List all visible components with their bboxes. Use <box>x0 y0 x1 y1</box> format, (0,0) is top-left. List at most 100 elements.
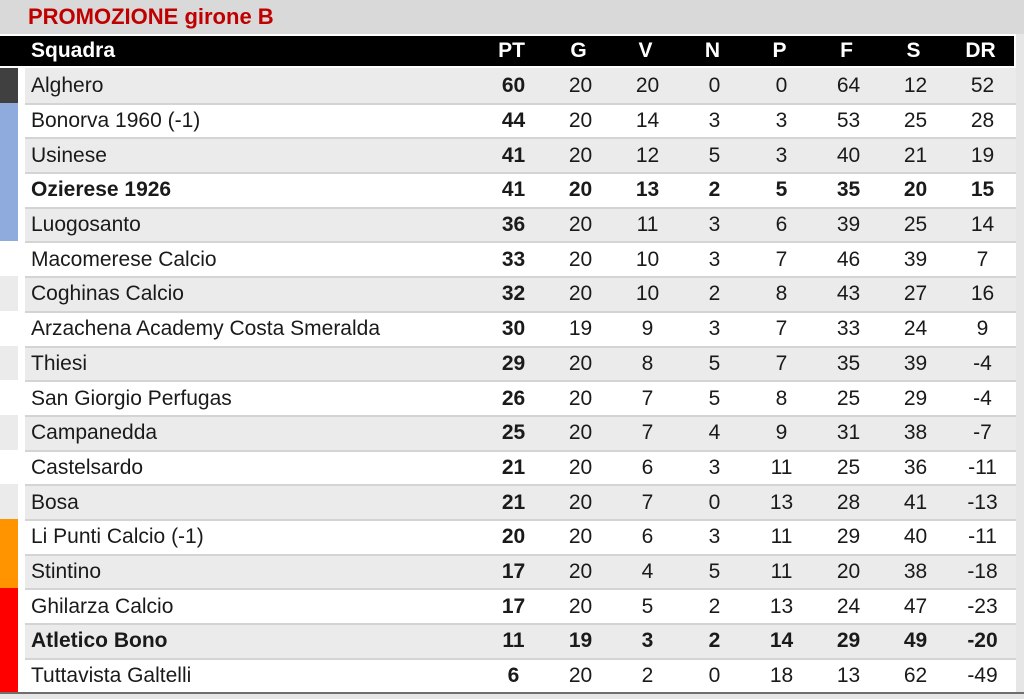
stat-dr: -49 <box>949 657 1016 693</box>
table-header-row: Squadra PT G V N P F S DR <box>0 34 1016 68</box>
zone-strip-red <box>0 657 18 693</box>
stat-dr: 16 <box>949 276 1016 311</box>
zone-strip-none <box>0 450 18 485</box>
team-name: San Giorgio Perfugas <box>25 380 480 415</box>
stat-v: 7 <box>614 380 681 415</box>
stat-v: 4 <box>614 553 681 589</box>
stat-g: 20 <box>568 74 593 98</box>
standings-table-body: Alghero 60 20 20 0 0 64 12 52 Bonorva 1960 (-1) 44… <box>0 68 1016 693</box>
stat-n: 3 <box>681 206 748 242</box>
stat-dr: -11 <box>949 518 1016 554</box>
team-name: Stintino <box>25 553 480 589</box>
zone-strip-orange <box>0 553 18 589</box>
stat-n: 3 <box>681 310 748 346</box>
team-name: Arzachena Academy Costa Smeralda <box>25 310 480 346</box>
table-row: San Giorgio Perfugas 26 20 7 5 8 25 29 -4 <box>0 380 1016 415</box>
strip-gap <box>18 102 25 138</box>
stat-v: 20 <box>635 74 660 98</box>
table-row: Macomerese Calcio 33 20 10 3 7 46 39 7 <box>0 241 1016 277</box>
stat-dr: -23 <box>949 588 1016 623</box>
stat-s: 29 <box>882 380 949 415</box>
stat-pt: 11 <box>480 623 547 658</box>
stat-g: 20 <box>547 172 614 207</box>
stat-v: 7 <box>614 484 681 519</box>
stat-s: 27 <box>882 276 949 311</box>
stat-s: 36 <box>882 449 949 485</box>
column-header-pt: PT <box>498 39 525 62</box>
stat-n: 5 <box>681 553 748 589</box>
stat-v: 3 <box>614 623 681 658</box>
stat-g: 20 <box>547 206 614 242</box>
stat-p: 14 <box>748 623 815 658</box>
strip-gap <box>18 172 25 207</box>
stat-dr: -4 <box>949 380 1016 415</box>
strip-gap <box>18 449 25 485</box>
team-name: Bonorva 1960 (-1) <box>25 102 480 138</box>
stat-f: 31 <box>815 414 882 450</box>
stat-f: 28 <box>815 484 882 519</box>
stat-pt: 60 <box>501 74 526 98</box>
stat-p: 3 <box>748 137 815 172</box>
stat-pt: 21 <box>480 484 547 519</box>
column-header-s: S <box>906 39 921 62</box>
stat-f: 53 <box>815 102 882 138</box>
stat-dr: 15 <box>949 172 1016 207</box>
stat-dr: 19 <box>949 137 1016 172</box>
stat-g: 20 <box>547 449 614 485</box>
stat-pt: 25 <box>480 414 547 450</box>
stat-f: 29 <box>815 623 882 658</box>
stat-dr: 52 <box>970 74 995 98</box>
stat-g: 20 <box>547 553 614 589</box>
zone-strip-none <box>0 241 18 276</box>
stat-f: 43 <box>815 276 882 311</box>
table-row: Usinese 41 20 12 5 3 40 21 19 <box>0 137 1016 173</box>
zone-strip-none <box>0 346 18 381</box>
stat-v: 13 <box>614 172 681 207</box>
stat-pt: 32 <box>480 276 547 311</box>
stat-g: 20 <box>547 276 614 311</box>
strip-gap <box>18 241 25 277</box>
team-name: Usinese <box>25 137 480 172</box>
stat-s: 40 <box>882 518 949 554</box>
stat-n: 5 <box>681 345 748 381</box>
stat-dr: -4 <box>949 345 1016 381</box>
stat-n: 3 <box>681 518 748 554</box>
stat-f: 29 <box>815 518 882 554</box>
stat-s: 21 <box>882 137 949 172</box>
stat-s: 41 <box>882 484 949 519</box>
strip-gap <box>18 206 25 242</box>
zone-strip-blue <box>0 102 18 138</box>
stat-p: 18 <box>748 657 815 693</box>
team-name: Alghero <box>31 74 104 98</box>
zone-strip-none <box>0 276 18 311</box>
stat-pt: 21 <box>480 449 547 485</box>
stat-f: 24 <box>815 588 882 623</box>
stat-g: 20 <box>547 137 614 172</box>
table-row: Stintino 17 20 4 5 11 20 38 -18 <box>0 553 1016 589</box>
stat-dr: 28 <box>949 102 1016 138</box>
stat-g: 20 <box>547 414 614 450</box>
stat-f: 35 <box>815 345 882 381</box>
zone-strip-red <box>0 588 18 623</box>
stat-n: 5 <box>681 380 748 415</box>
column-header-team: Squadra <box>31 39 116 62</box>
stat-p: 8 <box>748 380 815 415</box>
strip-gap <box>18 310 25 346</box>
stat-dr: -13 <box>949 484 1016 519</box>
stat-f: 39 <box>815 206 882 242</box>
table-row: Campanedda 25 20 7 4 9 31 38 -7 <box>0 414 1016 450</box>
stat-pt: 17 <box>480 588 547 623</box>
stat-f: 35 <box>815 172 882 207</box>
stat-p: 7 <box>748 310 815 346</box>
stat-pt: 20 <box>480 518 547 554</box>
stat-f: 46 <box>815 241 882 276</box>
stat-pt: 30 <box>480 310 547 346</box>
stat-v: 6 <box>614 518 681 554</box>
stat-g: 19 <box>547 623 614 658</box>
team-name: Bosa <box>25 484 480 519</box>
table-row: Luogosanto 36 20 11 3 6 39 25 14 <box>0 206 1016 242</box>
stat-s: 39 <box>882 345 949 381</box>
zone-strip-blue <box>0 137 18 173</box>
column-header-p: P <box>772 39 787 62</box>
stat-pt: 6 <box>480 657 547 693</box>
